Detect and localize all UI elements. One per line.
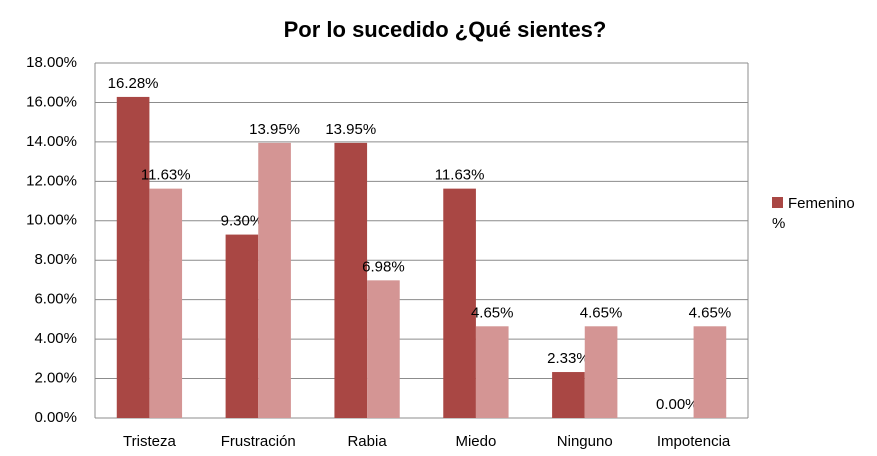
data-label: 4.65% — [689, 304, 732, 321]
bar — [334, 142, 368, 418]
data-label: 4.65% — [471, 304, 514, 321]
chart-title: Por lo sucedido ¿Qué sientes? — [284, 17, 607, 42]
x-tick-label: Miedo — [455, 433, 496, 450]
y-tick-label: 6.00% — [34, 291, 77, 308]
bar — [552, 372, 585, 418]
data-label: 9.30% — [221, 213, 264, 230]
data-label: 16.28% — [108, 75, 159, 92]
bar — [116, 96, 150, 418]
legend-swatch — [772, 197, 783, 208]
y-tick-label: 2.00% — [34, 370, 77, 387]
data-label: 11.63% — [435, 167, 485, 184]
data-label: 6.98% — [362, 258, 405, 275]
y-tick-label: 18.00% — [26, 54, 77, 71]
data-label: 2.33% — [547, 350, 590, 367]
x-tick-label: Tristeza — [123, 433, 176, 450]
data-label: 4.65% — [580, 304, 623, 321]
y-tick-label: 8.00% — [34, 251, 77, 268]
bar — [367, 280, 400, 418]
bar — [693, 326, 727, 418]
y-tick-label: 12.00% — [26, 172, 77, 189]
x-tick-label: Impotencia — [657, 433, 731, 450]
data-label: 13.95% — [249, 121, 300, 138]
y-tick-label: 14.00% — [26, 133, 77, 150]
data-label: 0.00% — [656, 396, 699, 413]
x-tick-label: Ninguno — [557, 433, 613, 450]
bar — [475, 326, 509, 418]
x-tick-label: Frustración — [221, 433, 296, 450]
bar — [443, 188, 476, 418]
bar — [584, 326, 618, 418]
y-tick-label: 16.00% — [26, 93, 77, 110]
x-tick-label: Rabia — [347, 433, 387, 450]
bar — [149, 188, 183, 418]
y-tick-label: 0.00% — [34, 409, 77, 426]
y-tick-label: 10.00% — [26, 212, 77, 229]
data-label: 11.63% — [141, 167, 191, 184]
bar — [258, 142, 291, 418]
data-label: 13.95% — [325, 121, 376, 138]
legend-label: Femenino % — [772, 195, 855, 232]
legend: Femenino % — [772, 194, 872, 234]
y-tick-label: 4.00% — [34, 330, 77, 347]
bar — [225, 234, 259, 418]
